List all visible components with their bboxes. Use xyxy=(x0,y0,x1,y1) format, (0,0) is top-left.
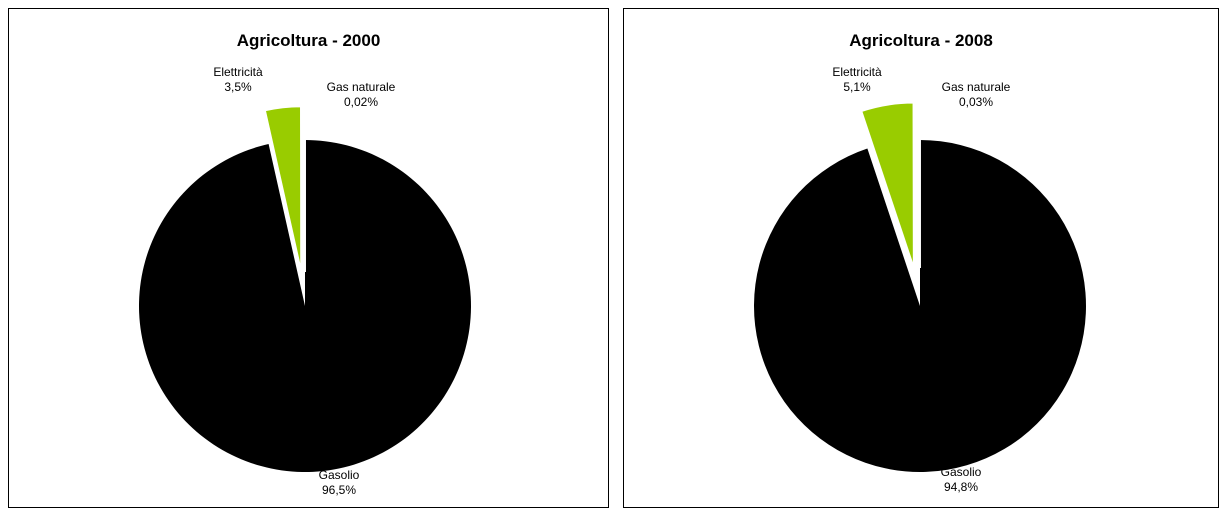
slice-label-elettricita: Elettricità xyxy=(213,65,263,79)
slice-label-gas-naturale: Gas naturale xyxy=(327,80,396,94)
slice-value-gas-naturale: 0,02% xyxy=(344,95,378,109)
slice-value-elettricita: 5,1% xyxy=(843,80,871,94)
slice-label-gas-naturale: Gas naturale xyxy=(942,80,1011,94)
slice-value-elettricita: 3,5% xyxy=(224,80,252,94)
slice-label-gasolio: Gasolio xyxy=(941,465,982,479)
slice-value-gasolio: 96,5% xyxy=(322,483,356,497)
slice-value-gasolio: 94,8% xyxy=(944,480,978,494)
slice-value-gas-naturale: 0,03% xyxy=(959,95,993,109)
slice-label-elettricita: Elettricità xyxy=(832,65,882,79)
slice-label-gasolio: Gasolio xyxy=(319,468,360,482)
